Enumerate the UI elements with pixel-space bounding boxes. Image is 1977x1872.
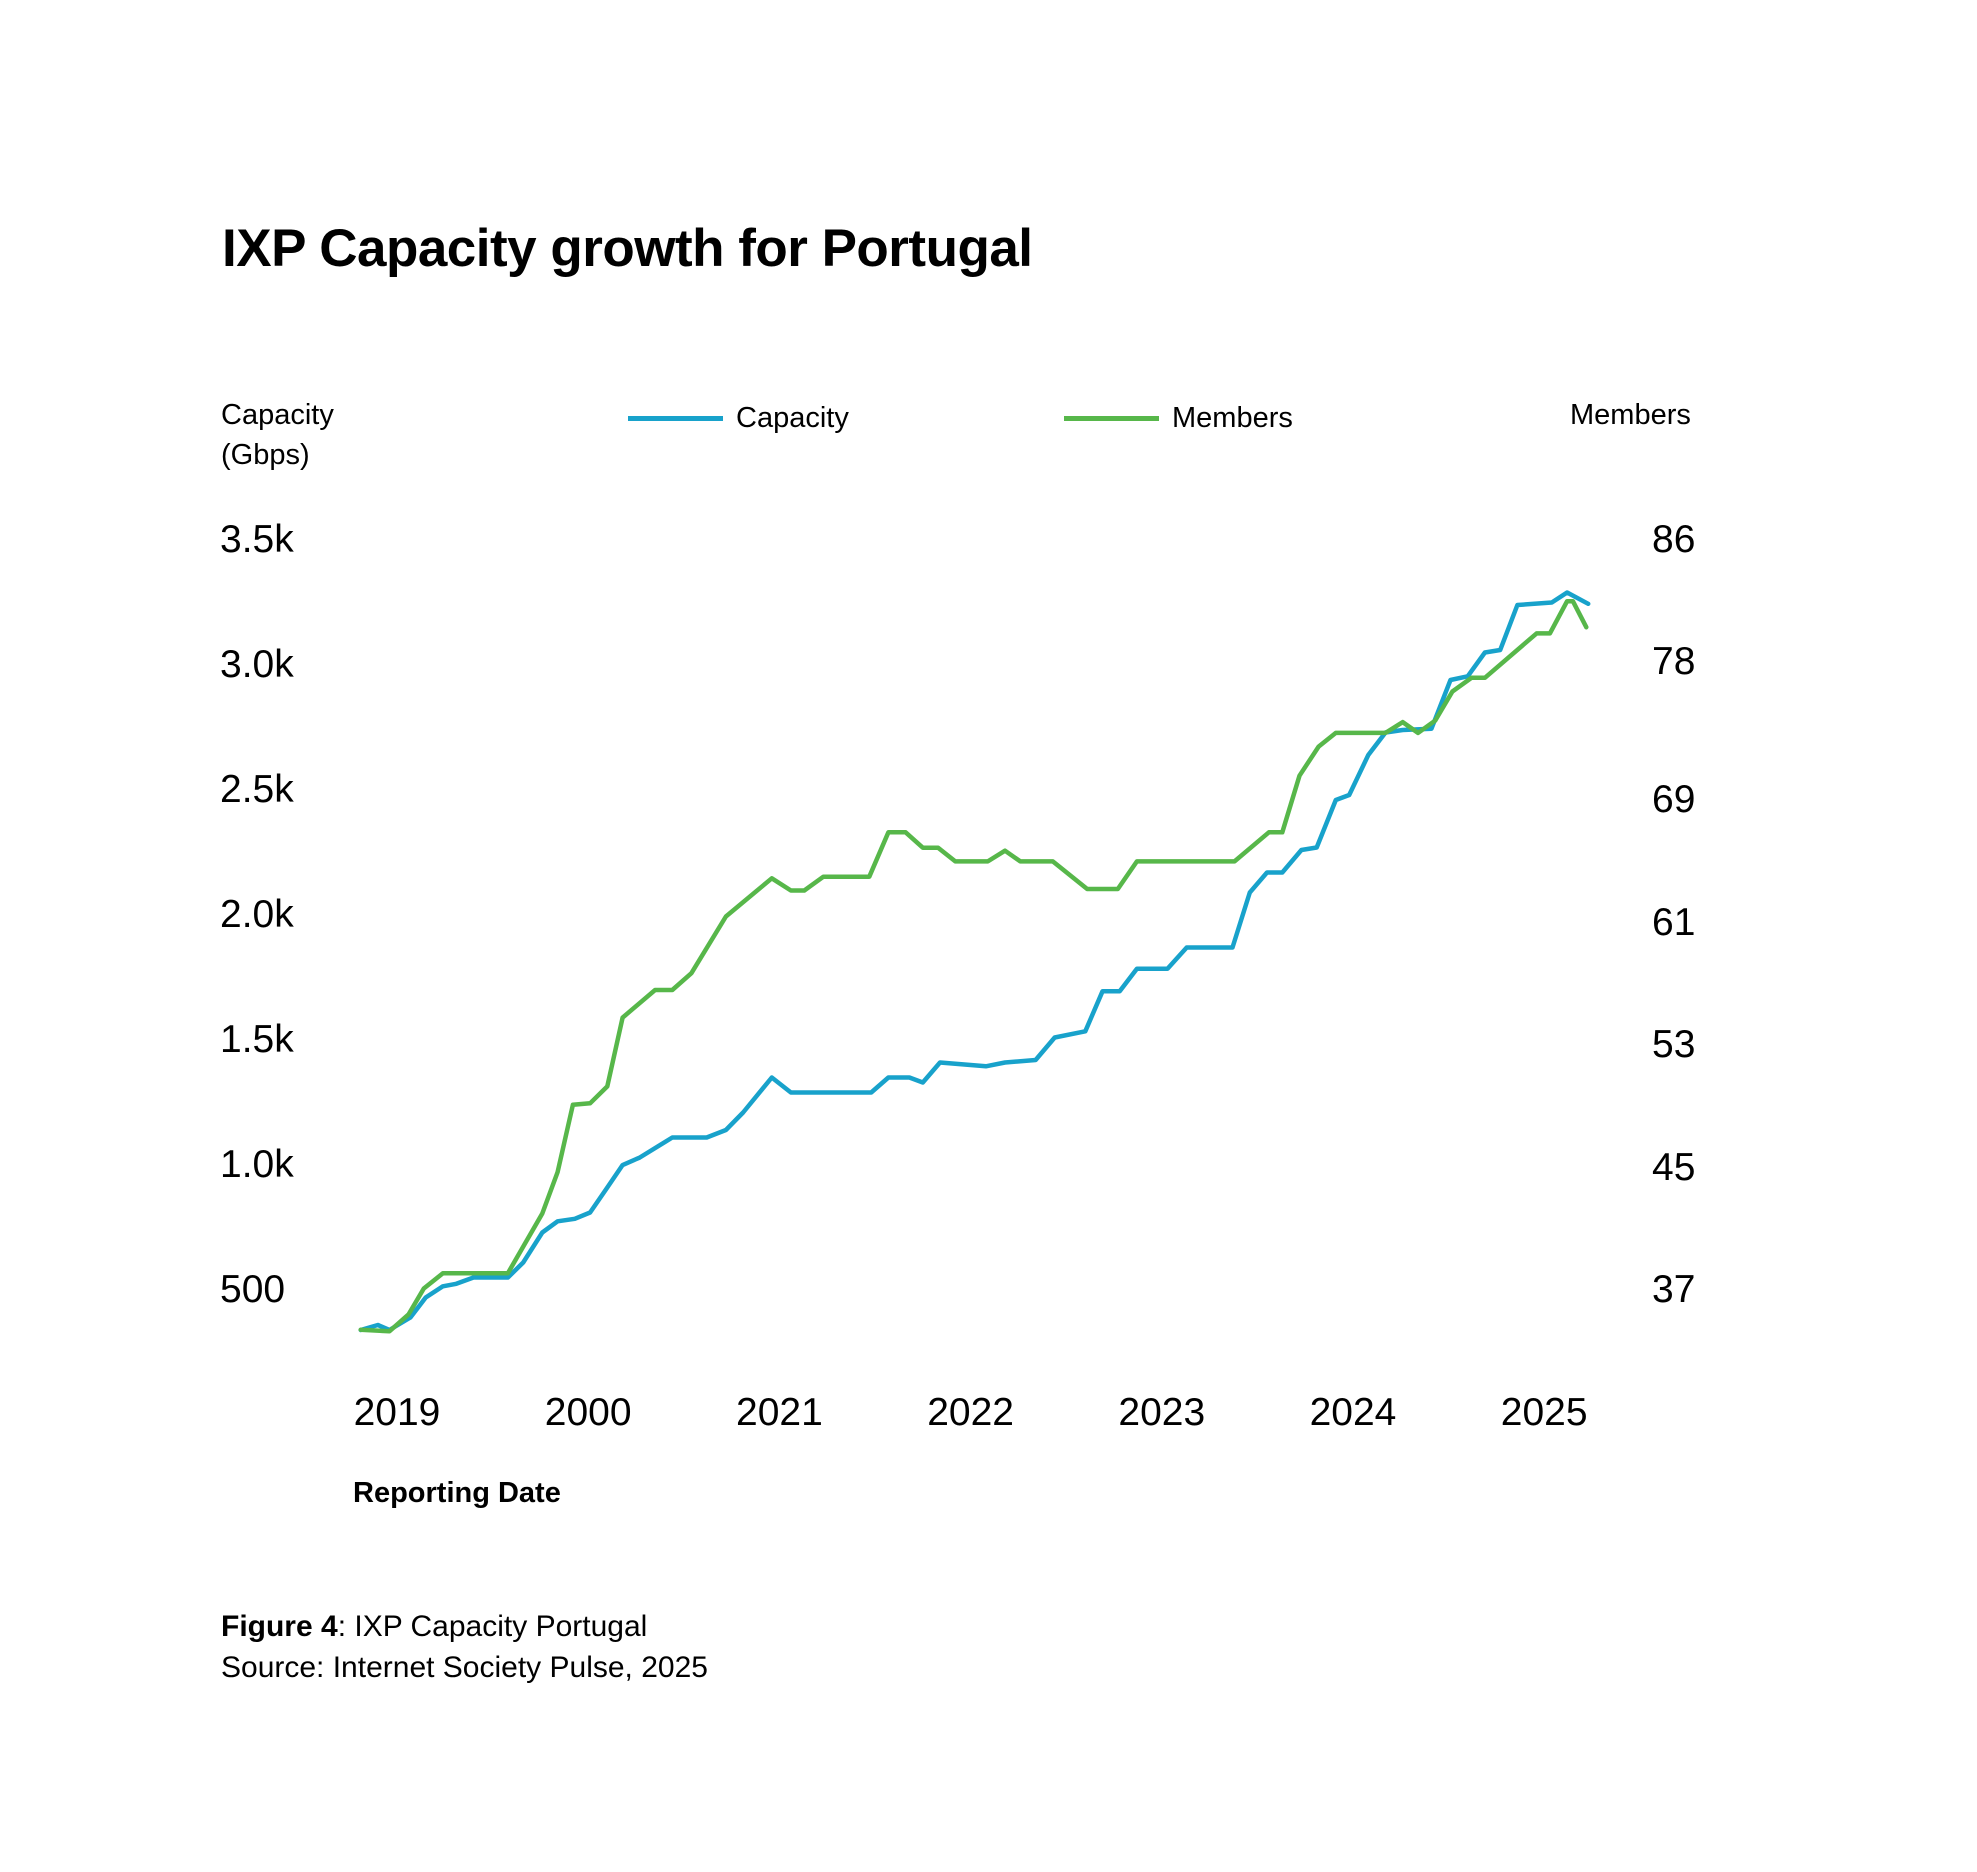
right-axis-tick-label: 53 [1652,1023,1696,1067]
right-axis-tick-label: 86 [1652,518,1696,561]
right-axis-tick-label: 37 [1652,1268,1696,1311]
members-line-swatch-icon [1064,415,1159,421]
x-axis-tick-label: 2021 [736,1391,823,1434]
right-axis-tick-label: 69 [1652,778,1696,822]
left-axis-tick-label: 500 [220,1268,286,1311]
left-axis-tick-label: 2.5k [220,768,294,811]
left-axis-title-line1: Capacity [221,399,334,431]
x-axis-title: Reporting Date [353,1477,561,1509]
x-axis-tick-label: 2025 [1500,1391,1588,1434]
right-axis-tick-label: 45 [1652,1145,1696,1189]
x-axis-tick-label: 2019 [353,1391,441,1434]
caption-line-figure: Figure 4: IXP Capacity Portugal [221,1606,708,1647]
members-series-line [358,598,1589,1334]
right-axis-tick-label: 61 [1652,900,1696,944]
left-axis-title: Capacity (Gbps) [221,395,334,475]
figure-description: : IXP Capacity Portugal [337,1610,648,1643]
left-axis-tick-label: 1.5k [220,1018,294,1061]
chart-title: IXP Capacity growth for Portugal [222,219,1033,278]
x-axis-tick-label: 2022 [927,1391,1014,1434]
figure-caption: Figure 4: IXP Capacity Portugal Source: … [221,1606,708,1688]
legend-label-capacity: Capacity [736,401,849,434]
left-axis-tick-label: 3.0k [220,643,294,686]
capacity-series-line [358,590,1591,1333]
capacity-line-swatch-icon [628,415,723,421]
x-axis-tick-label: 2024 [1309,1391,1397,1434]
left-axis-tick-label: 1.0k [220,1143,294,1186]
caption-source: Source: Internet Society Pulse, 2025 [221,1651,708,1684]
x-axis-tick-label: 2023 [1118,1391,1206,1434]
legend-item-members[interactable]: Members [1064,398,1293,438]
legend-label-members: Members [1172,401,1293,434]
left-axis-tick-label: 3.5k [220,518,294,561]
left-axis-title-line2: (Gbps) [221,439,310,471]
x-axis-tick-label: 2000 [544,1391,632,1434]
right-axis-title: Members [1570,399,1691,431]
left-axis-tick-label: 2.0k [220,893,294,936]
figure-number: Figure 4 [221,1610,338,1643]
right-axis-tick-label: 78 [1652,640,1696,684]
legend-item-capacity[interactable]: Capacity [628,398,849,438]
